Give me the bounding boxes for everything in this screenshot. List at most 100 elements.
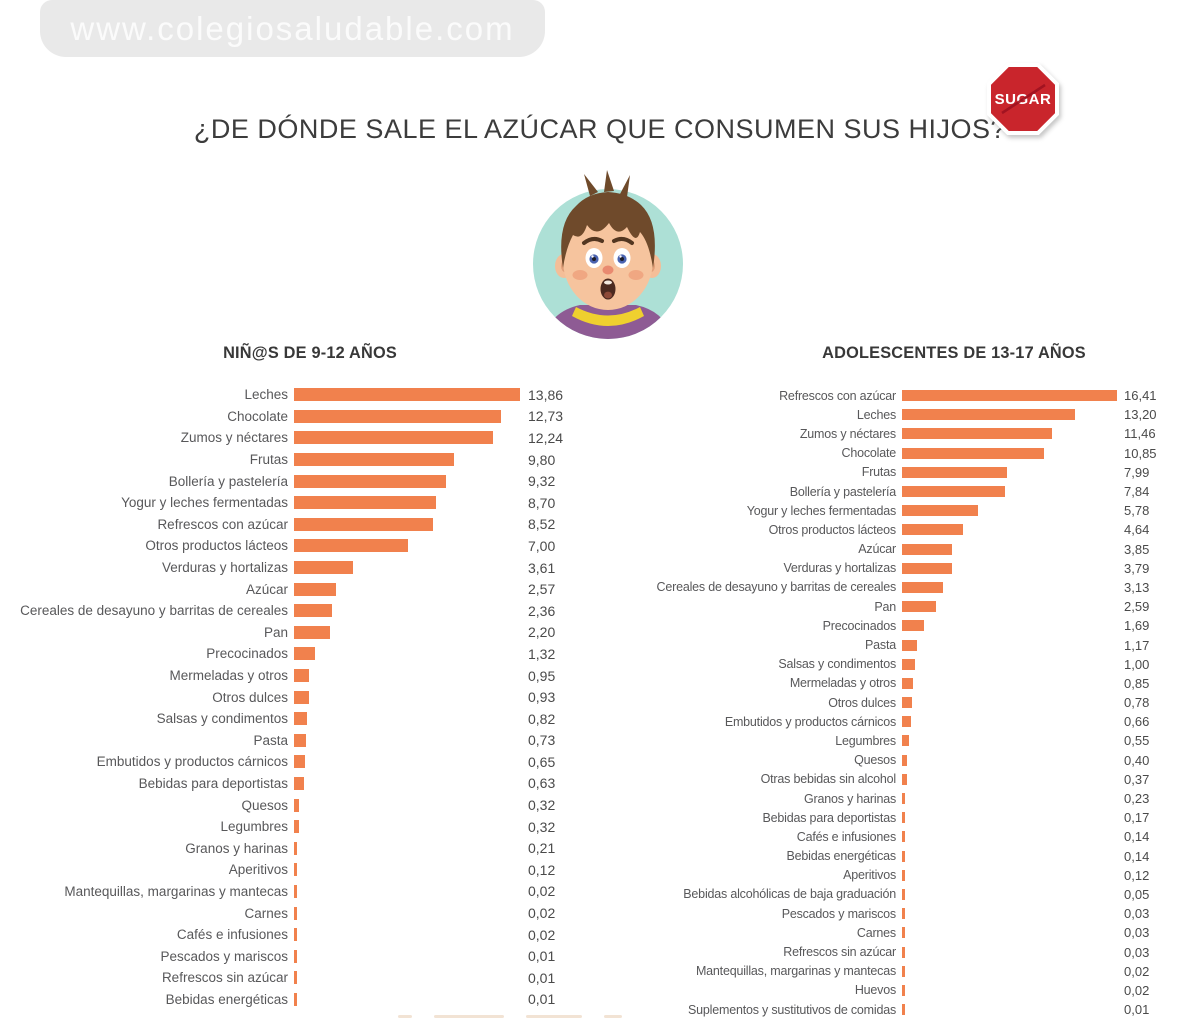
bar	[294, 453, 454, 467]
bar-track	[902, 697, 1118, 709]
bar-track	[902, 562, 1118, 574]
value-label: 7,99	[1124, 464, 1150, 480]
category-label: Mermeladas y otros	[169, 668, 288, 684]
value-label: 4,64	[1124, 522, 1150, 538]
bar	[294, 776, 305, 790]
bar-track	[902, 754, 1118, 766]
bar	[294, 561, 353, 575]
bar-row: Otros productos lácteos 7,00	[0, 535, 600, 557]
bar	[294, 647, 316, 661]
bar	[902, 697, 913, 709]
value-label: 0,02	[528, 926, 556, 943]
bar-track	[294, 733, 522, 747]
category-label: Leches	[244, 387, 288, 403]
bar	[902, 677, 914, 689]
value-label: 0,85	[1124, 675, 1150, 691]
bar-chart-ninos-9-12: Leches 13,86 Chocolate 12,73 Zumos y néctare…	[0, 384, 600, 1010]
sugar-stop-sign-icon: SUGAR	[987, 63, 1059, 135]
chart-title-ninos-9-12: NIÑ@S DE 9-12 AÑOS	[223, 343, 397, 362]
value-label: 0,93	[528, 689, 556, 706]
value-label: 0,32	[528, 818, 556, 835]
value-label: 12,73	[528, 408, 564, 425]
value-label: 0,73	[528, 732, 556, 749]
bar-track	[902, 831, 1118, 843]
category-label: Otros dulces	[212, 689, 288, 705]
category-label: Otros productos lácteos	[768, 522, 897, 537]
bar-row: Mermeladas y otros 0,85	[600, 674, 1200, 693]
value-label: 0,01	[528, 948, 556, 965]
bar-track	[294, 841, 522, 855]
bar-row: Zumos y néctares 11,46	[600, 424, 1200, 443]
bar	[902, 447, 1045, 459]
bar-track	[294, 712, 522, 726]
bar-row: Huevos 0,02	[600, 981, 1200, 1000]
bar	[294, 949, 297, 963]
bar	[902, 543, 953, 555]
value-label: 0,14	[1124, 829, 1150, 845]
bar-track	[902, 409, 1118, 421]
category-label: Cereales de desayuno y barritas de cerea…	[656, 580, 897, 595]
bar-track	[294, 971, 522, 985]
category-label: Otros productos lácteos	[145, 538, 288, 554]
bar-track	[294, 949, 522, 963]
value-label: 1,69	[1124, 618, 1150, 634]
value-label: 0,02	[528, 883, 556, 900]
bar	[902, 946, 905, 958]
value-label: 0,14	[1124, 848, 1150, 864]
bar-row: Salsas y condimentos 1,00	[600, 655, 1200, 674]
bar-row: Azúcar 2,57	[0, 578, 600, 600]
bar	[902, 850, 905, 862]
category-label: Pan	[263, 624, 288, 640]
bar	[294, 884, 297, 898]
bar-row: Pan 2,20	[0, 622, 600, 644]
bar-row: Otros dulces 0,78	[600, 693, 1200, 712]
bar-track	[294, 517, 522, 531]
watermark-url: www.colegiosaludable.com	[70, 9, 515, 47]
value-label: 0,63	[528, 775, 556, 792]
bar	[294, 496, 436, 510]
category-label: Bollería y pastelería	[789, 484, 896, 499]
category-label: Bebidas alcohólicas de baja graduación	[683, 887, 896, 902]
bar-track	[294, 625, 522, 639]
bar-row: Pescados y mariscos 0,03	[600, 904, 1200, 923]
bar	[294, 431, 494, 445]
bar	[902, 524, 963, 536]
category-label: Huevos	[854, 983, 896, 998]
bar	[902, 639, 918, 651]
bar-row: Embutidos y productos cárnicos 0,66	[600, 712, 1200, 731]
bar	[902, 1004, 905, 1016]
bar	[294, 820, 300, 834]
category-label: Pasta	[253, 732, 288, 748]
bar-row: Aperitivos 0,12	[600, 866, 1200, 885]
value-label: 8,52	[528, 516, 556, 533]
bar-row: Pasta 1,17	[600, 635, 1200, 654]
value-label: 3,61	[528, 559, 556, 576]
bar-row: Bebidas para deportistas 0,17	[600, 808, 1200, 827]
bar	[902, 984, 905, 996]
bar	[902, 486, 1005, 498]
value-label: 2,57	[528, 581, 556, 598]
category-label: Mantequillas, margarinas y mantecas	[64, 883, 288, 899]
value-label: 2,20	[528, 624, 556, 641]
category-label: Carnes	[244, 905, 288, 921]
bar-track	[902, 716, 1118, 728]
bar	[294, 928, 297, 942]
category-label: Yogur y leches fermentadas	[121, 495, 288, 511]
bar-row: Cereales de desayuno y barritas de cerea…	[0, 600, 600, 622]
bar-track	[902, 812, 1118, 824]
category-label: Precocinados	[206, 646, 288, 662]
category-label: Zumos y néctares	[799, 426, 896, 441]
value-label: 0,82	[528, 710, 556, 727]
bar-row: Refrescos sin azúcar 0,03	[600, 942, 1200, 961]
bar-track	[294, 496, 522, 510]
bar	[902, 562, 952, 574]
bar-track	[902, 486, 1118, 498]
bar-row: Mermeladas y otros 0,95	[0, 665, 600, 687]
category-label: Suplementos y sustitutivos de comidas	[688, 1002, 896, 1017]
value-label: 0,32	[528, 797, 556, 814]
bar-track	[294, 388, 522, 402]
bar	[902, 409, 1075, 421]
bar-row: Refrescos sin azúcar 0,01	[0, 967, 600, 989]
bar	[902, 965, 905, 977]
value-label: 0,01	[528, 991, 556, 1008]
